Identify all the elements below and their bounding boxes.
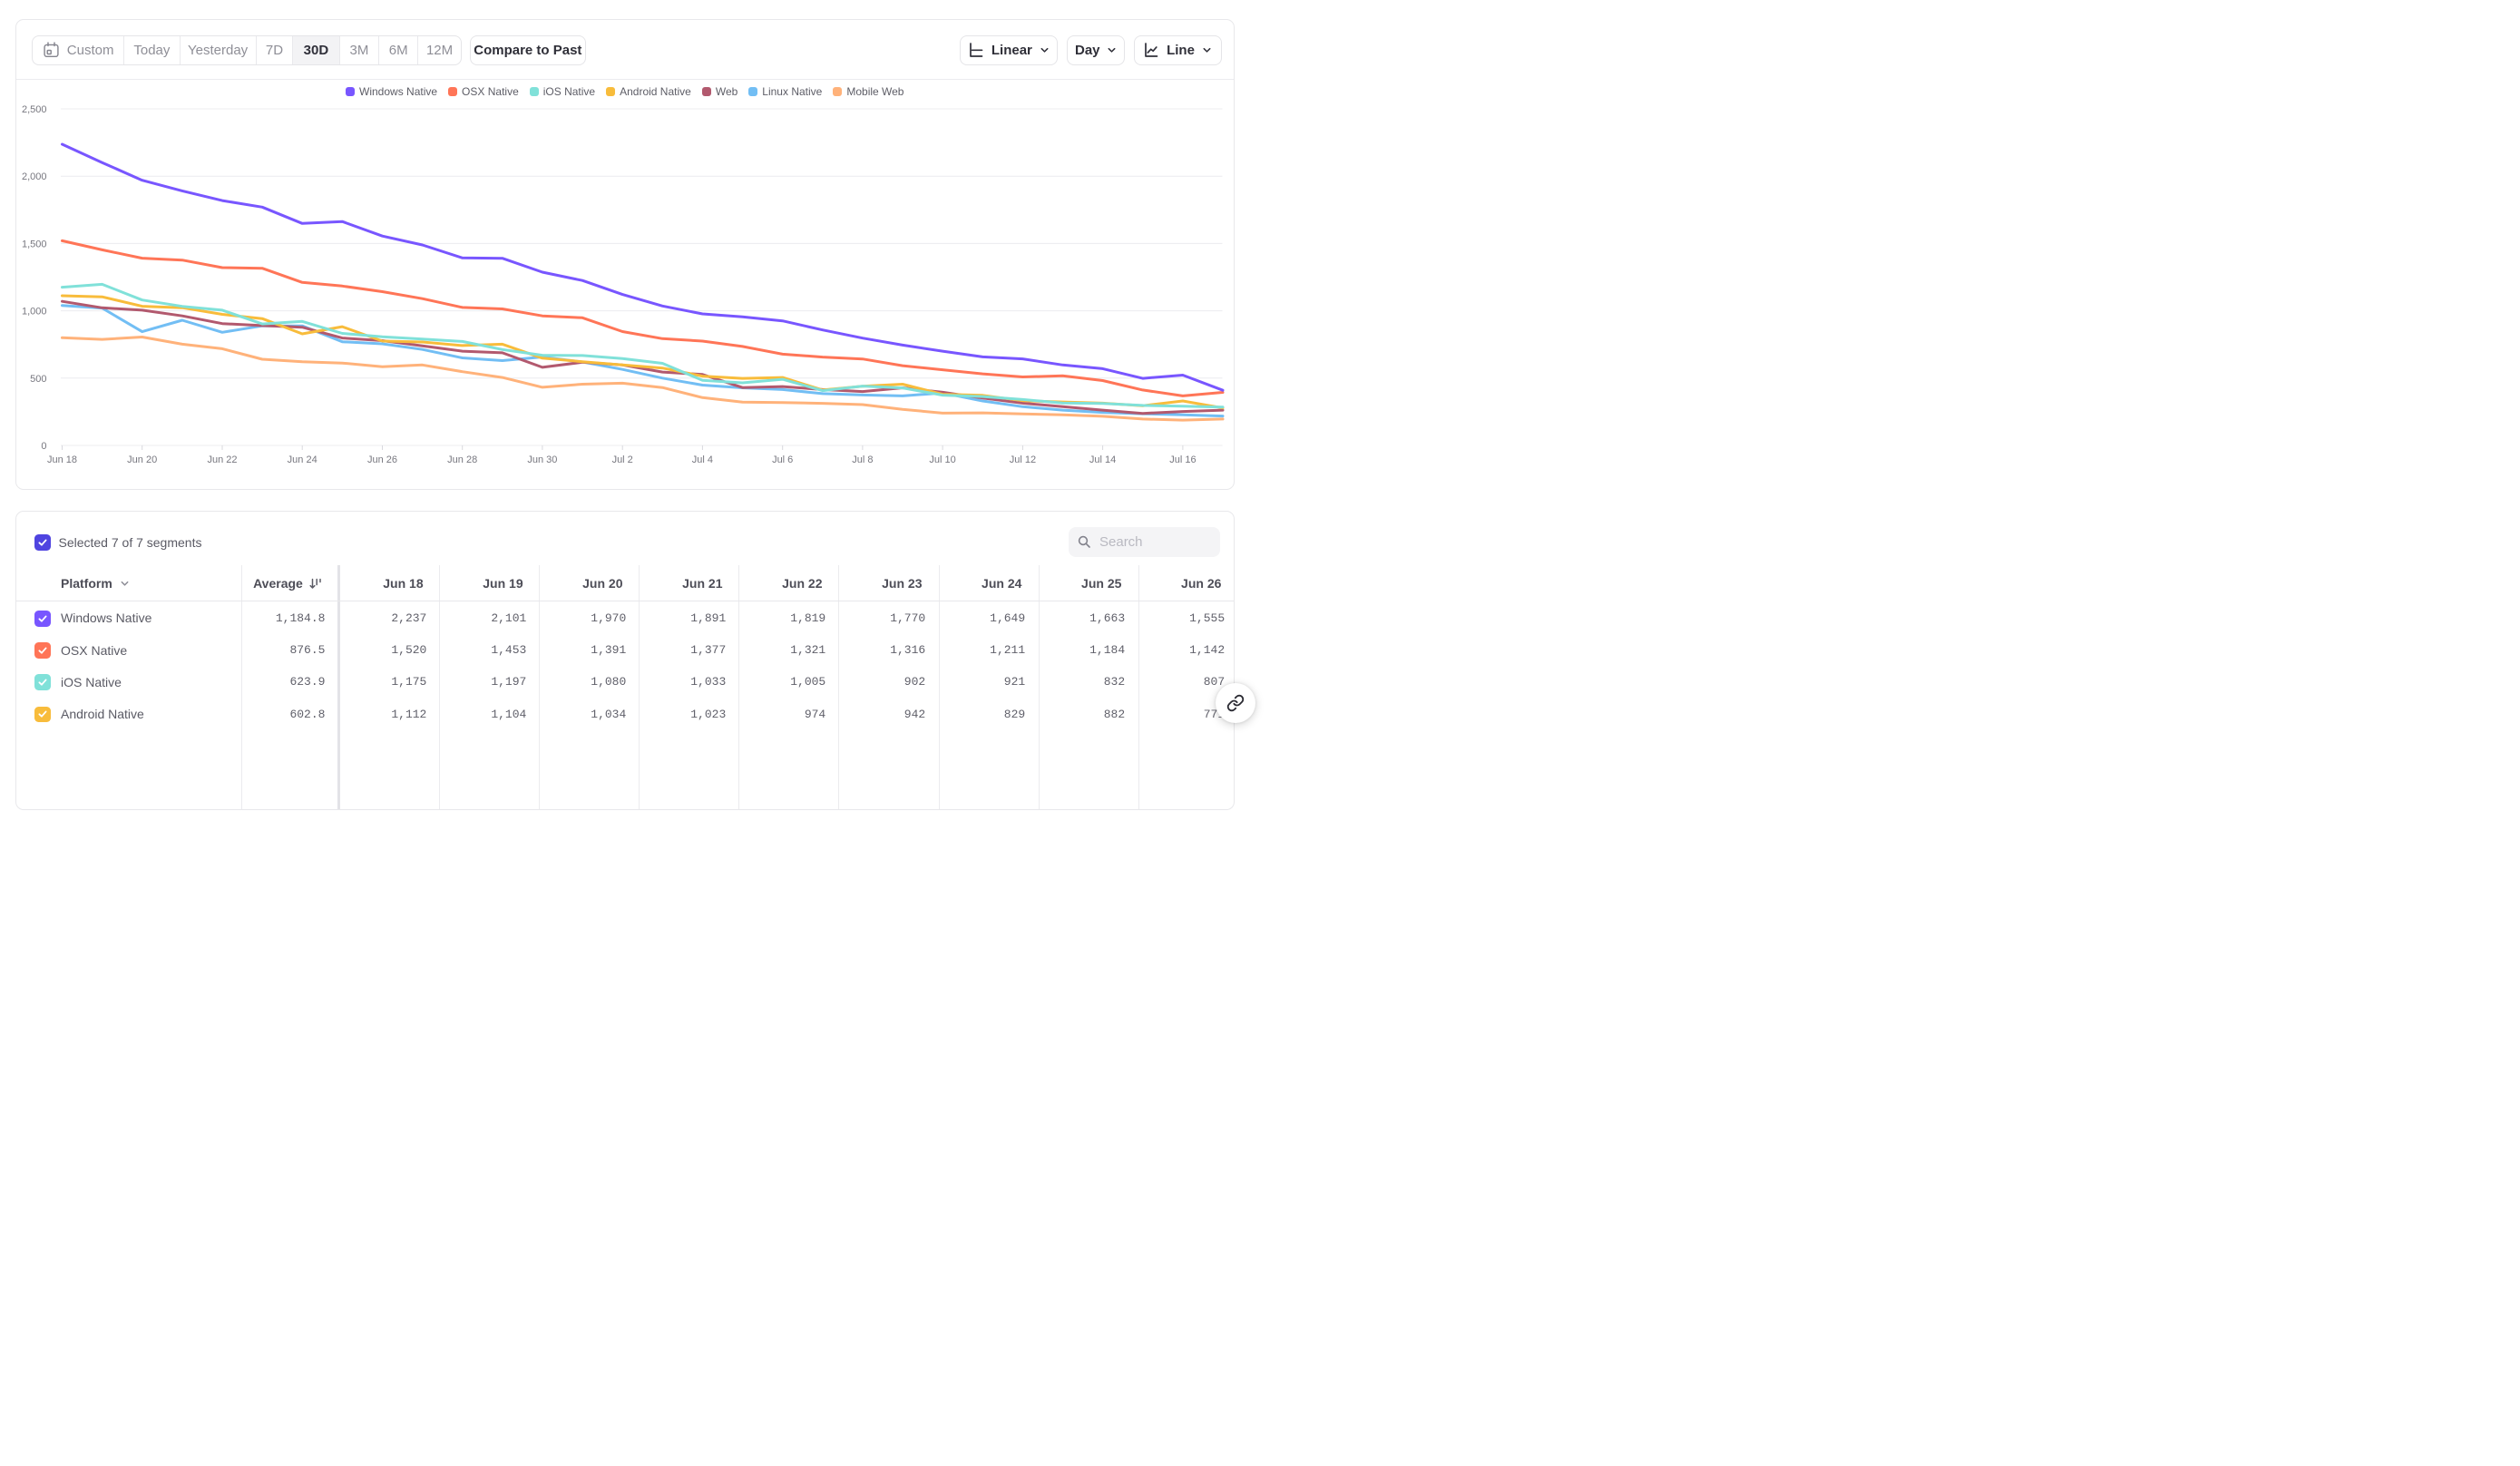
svg-text:500: 500 — [30, 374, 46, 385]
svg-text:2,000: 2,000 — [22, 171, 47, 182]
svg-text:Jul 16: Jul 16 — [1169, 454, 1196, 465]
svg-text:1,000: 1,000 — [22, 307, 47, 318]
svg-text:0: 0 — [41, 441, 46, 452]
svg-text:1,500: 1,500 — [22, 239, 47, 249]
svg-text:Jul 14: Jul 14 — [1089, 454, 1116, 465]
svg-text:Jul 6: Jul 6 — [772, 454, 793, 465]
svg-text:Jul 8: Jul 8 — [852, 454, 873, 465]
svg-text:Jul 4: Jul 4 — [692, 454, 713, 465]
svg-text:2,500: 2,500 — [22, 104, 47, 115]
svg-text:Jun 28: Jun 28 — [447, 454, 477, 465]
svg-text:Jun 24: Jun 24 — [288, 454, 317, 465]
svg-text:Jun 20: Jun 20 — [127, 454, 157, 465]
svg-text:Jun 26: Jun 26 — [367, 454, 397, 465]
svg-text:Jul 10: Jul 10 — [929, 454, 955, 465]
svg-text:Jul 12: Jul 12 — [1010, 454, 1036, 465]
svg-text:Jul 2: Jul 2 — [612, 454, 633, 465]
svg-text:Jun 30: Jun 30 — [527, 454, 557, 465]
svg-text:Jun 22: Jun 22 — [207, 454, 237, 465]
svg-text:Jun 18: Jun 18 — [47, 454, 77, 465]
